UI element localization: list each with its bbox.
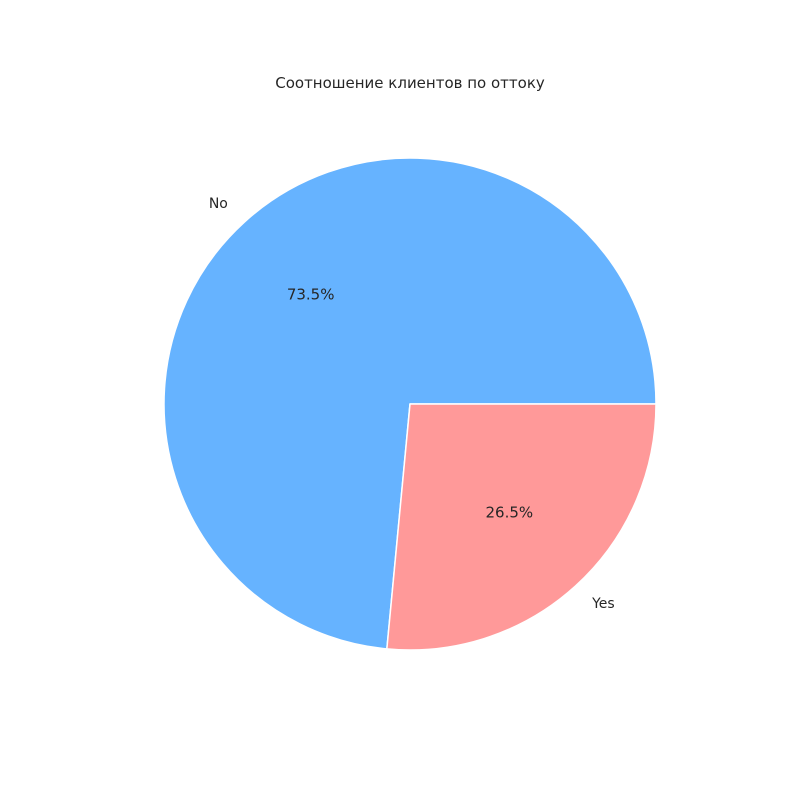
pie-slices (163, 157, 657, 651)
chart-title: Соотношение клиентов по оттоку (275, 74, 545, 92)
slice-percent-yes: 26.5% (486, 504, 534, 522)
slice-label-no: No (209, 196, 228, 212)
pie-labels: No 73.5% Yes 26.5% (209, 196, 615, 612)
pie-slice-yes (386, 403, 657, 651)
slice-percent-no: 73.5% (287, 285, 335, 303)
slice-label-yes: Yes (591, 596, 615, 612)
